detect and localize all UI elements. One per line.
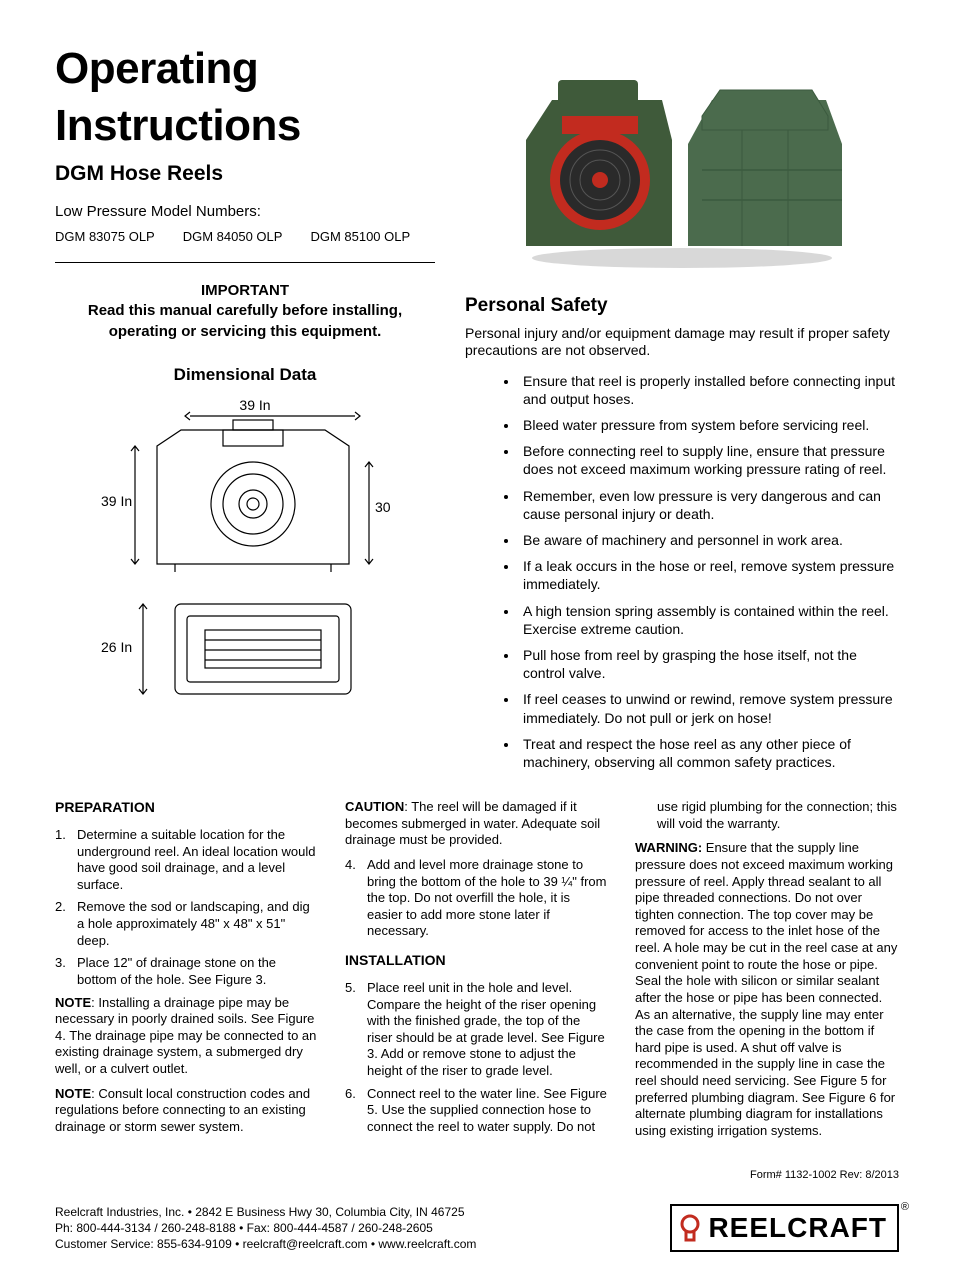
dim-right-label: 30 In <box>375 499 395 515</box>
item-number: 5. <box>345 980 367 1080</box>
warning-label: WARNING: <box>635 840 702 855</box>
footer-line: Customer Service: 855-634-9109 • reelcra… <box>55 1236 476 1252</box>
dimensional-diagram: 39 In 39 In 30 In 26 In <box>95 394 395 724</box>
installation-list: 5.Place reel unit in the hole and level.… <box>345 980 609 1136</box>
note-text: : Consult local construction codes and r… <box>55 1086 310 1134</box>
warning-paragraph: WARNING: Ensure that the supply line pre… <box>635 840 899 1139</box>
note-label: NOTE <box>55 995 91 1010</box>
item-number: 3. <box>55 955 77 988</box>
note-paragraph: NOTE: Installing a drainage pipe may be … <box>55 995 319 1078</box>
model-row: DGM 83075 OLP DGM 84050 OLP DGM 85100 OL… <box>55 229 435 246</box>
logo-text: REELCRAFT <box>708 1210 887 1246</box>
note-text: : Installing a drainage pipe may be nece… <box>55 995 316 1077</box>
footer-contact: Reelcraft Industries, Inc. • 2842 E Busi… <box>55 1204 476 1253</box>
list-item: Ensure that reel is properly installed b… <box>519 372 899 408</box>
list-item: Bleed water pressure from system before … <box>519 416 899 434</box>
model-label: Low Pressure Model Numbers: <box>55 202 435 222</box>
list-item: Remember, even low pressure is very dang… <box>519 487 899 523</box>
form-number: Form# 1132-1002 Rev: 8/2013 <box>55 1168 899 1182</box>
item-number: 1. <box>55 827 77 894</box>
logo-container: REELCRAFT ® <box>670 1204 899 1252</box>
page-title: Operating Instructions <box>55 40 435 154</box>
dimensional-title: Dimensional Data <box>55 364 435 386</box>
list-item: 4.Add and level more drainage stone to b… <box>345 857 609 940</box>
list-item: 5.Place reel unit in the hole and level.… <box>345 980 609 1080</box>
item-text: Determine a suitable location for the un… <box>77 827 319 894</box>
divider <box>55 262 435 263</box>
important-block: IMPORTANT Read this manual carefully bef… <box>55 281 435 342</box>
list-item: A high tension spring assembly is contai… <box>519 602 899 638</box>
column-installation: CAUTION: The reel will be damaged if it … <box>345 799 609 1148</box>
list-item: 1.Determine a suitable location for the … <box>55 827 319 894</box>
caution-label: CAUTION <box>345 799 404 814</box>
continuation-text: use rigid plumbing for the connection; t… <box>635 799 899 832</box>
list-item: 6.Connect reel to the water line. See Fi… <box>345 1086 609 1136</box>
note-paragraph: NOTE: Consult local construction codes a… <box>55 1086 319 1136</box>
list-item: If reel ceases to unwind or rewind, remo… <box>519 690 899 726</box>
list-item: Pull hose from reel by grasping the hose… <box>519 646 899 682</box>
item-text: Place 12" of drainage stone on the botto… <box>77 955 319 988</box>
reelcraft-logo: REELCRAFT <box>670 1204 899 1252</box>
caution-paragraph: CAUTION: The reel will be damaged if it … <box>345 799 609 849</box>
page-footer: Reelcraft Industries, Inc. • 2842 E Busi… <box>55 1204 899 1253</box>
item-number: 2. <box>55 899 77 949</box>
step-list: 4.Add and level more drainage stone to b… <box>345 857 609 940</box>
warning-text: Ensure that the supply line pressure doe… <box>635 840 897 1138</box>
item-number: 6. <box>345 1086 367 1136</box>
safety-heading: Personal Safety <box>465 294 899 319</box>
footer-line: Reelcraft Industries, Inc. • 2842 E Busi… <box>55 1204 476 1220</box>
preparation-heading: PREPARATION <box>55 799 319 817</box>
item-text: Remove the sod or landscaping, and dig a… <box>77 899 319 949</box>
dim-top-label: 39 In <box>239 397 270 413</box>
product-photo <box>512 70 852 270</box>
model-number: DGM 85100 OLP <box>310 229 410 246</box>
note-label: NOTE <box>55 1086 91 1101</box>
safety-list: Ensure that reel is properly installed b… <box>465 372 899 771</box>
registered-mark: ® <box>901 1200 909 1214</box>
logo-icon <box>678 1214 702 1242</box>
preparation-list: 1.Determine a suitable location for the … <box>55 827 319 989</box>
list-item: 3.Place 12" of drainage stone on the bot… <box>55 955 319 988</box>
item-text: Add and level more drainage stone to bri… <box>367 857 609 940</box>
installation-heading: INSTALLATION <box>345 952 609 970</box>
important-label: IMPORTANT <box>65 281 425 301</box>
model-number: DGM 83075 OLP <box>55 229 155 246</box>
list-item: If a leak occurs in the hose or reel, re… <box>519 557 899 593</box>
model-number: DGM 84050 OLP <box>183 229 283 246</box>
list-item: 2.Remove the sod or landscaping, and dig… <box>55 899 319 949</box>
dim-left-label: 39 In <box>101 493 132 509</box>
list-item: Before connecting reel to supply line, e… <box>519 442 899 478</box>
page-subtitle: DGM Hose Reels <box>55 160 435 187</box>
column-preparation: PREPARATION 1.Determine a suitable locat… <box>55 799 319 1148</box>
item-number: 4. <box>345 857 367 940</box>
list-item: Be aware of machinery and personnel in w… <box>519 531 899 549</box>
dim-bottom-label: 26 In <box>101 639 132 655</box>
safety-intro: Personal injury and/or equipment damage … <box>465 325 899 360</box>
important-text: Read this manual carefully before instal… <box>65 301 425 342</box>
list-item: Treat and respect the hose reel as any o… <box>519 735 899 771</box>
footer-line: Ph: 800-444-3134 / 260-248-8188 • Fax: 8… <box>55 1220 476 1236</box>
item-text: Place reel unit in the hole and level. C… <box>367 980 609 1080</box>
column-warning: use rigid plumbing for the connection; t… <box>635 799 899 1148</box>
item-text: Connect reel to the water line. See Figu… <box>367 1086 609 1136</box>
